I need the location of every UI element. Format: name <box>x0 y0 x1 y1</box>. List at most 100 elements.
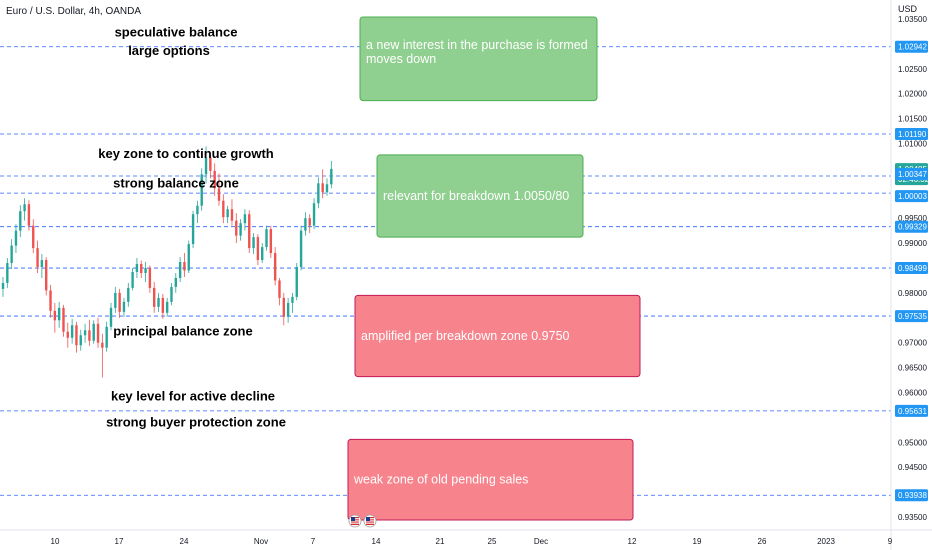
candle <box>27 200 31 231</box>
annotation-label: strong buyer protection zone <box>106 414 286 429</box>
candle <box>170 282 173 306</box>
candle <box>222 194 225 224</box>
us-flag-icon[interactable] <box>348 514 362 528</box>
candle <box>200 168 203 211</box>
x-tick-label: 2023 <box>817 537 835 546</box>
candle <box>53 302 57 333</box>
candle <box>131 268 134 291</box>
candle <box>70 318 74 344</box>
candle <box>256 234 260 266</box>
candle <box>187 240 190 273</box>
candle <box>174 272 177 293</box>
y-tick-label: 0.94500 <box>898 463 927 472</box>
y-tick-label: 0.95000 <box>898 438 927 447</box>
y-tick-label: 1.02500 <box>898 65 927 74</box>
candle <box>83 323 87 343</box>
svg-text:0.99329: 0.99329 <box>898 223 927 232</box>
price-tag: 1.00347 <box>895 168 928 181</box>
x-tick-label: 9 <box>888 537 893 546</box>
candle <box>183 253 186 277</box>
svg-text:0.95631: 0.95631 <box>898 407 927 416</box>
candle <box>66 322 69 348</box>
candle <box>299 225 303 271</box>
candle <box>282 292 285 326</box>
y-tick-label: 0.99000 <box>898 239 927 248</box>
symbol-title: Euro / U.S. Dollar, 4h, OANDA <box>6 6 141 17</box>
candle <box>144 262 147 282</box>
y-tick-label: 0.98000 <box>898 289 927 298</box>
zones-layer: a new interest in the purchase is formed… <box>347 16 641 521</box>
price-tag: 1.00003 <box>895 190 928 203</box>
candle <box>191 210 195 249</box>
candle <box>1 276 5 297</box>
candle <box>6 258 9 288</box>
zone-box[interactable]: weak zone of old pending sales <box>347 438 634 521</box>
y-tick-label: 1.03500 <box>898 15 927 24</box>
candle <box>312 198 316 230</box>
price-tag: 1.02942 <box>895 40 928 53</box>
zone-label: weak zone of old pending sales <box>353 473 528 487</box>
candle <box>109 302 113 331</box>
currency-label: USD <box>898 4 918 14</box>
candle <box>40 254 44 278</box>
zone-label: a new interest in the purchase is formed <box>366 38 588 52</box>
zone-box[interactable]: amplified per breakdown zone 0.9750 <box>354 294 641 378</box>
candle <box>92 320 95 344</box>
y-tick-label: 0.96500 <box>898 364 927 373</box>
y-tick-label: 1.01500 <box>898 115 927 124</box>
candle <box>217 173 221 206</box>
zone-label: moves down <box>366 52 436 66</box>
x-tick-label: 7 <box>311 537 316 546</box>
annotation-label: principal balance zone <box>113 323 252 338</box>
candle <box>32 219 35 254</box>
zone-box[interactable]: a new interest in the purchase is formed… <box>359 16 598 102</box>
candle <box>295 263 298 301</box>
x-tick-label: 24 <box>180 537 189 546</box>
price-tag: 0.93938 <box>895 489 928 502</box>
x-tick-label: 17 <box>115 537 124 546</box>
candle <box>261 243 264 264</box>
candle <box>165 297 169 317</box>
x-tick-label: 14 <box>372 537 381 546</box>
candle <box>114 286 117 313</box>
event-flags[interactable] <box>348 514 377 528</box>
x-tick-label: 25 <box>488 537 497 546</box>
price-tag: 0.99329 <box>895 220 928 233</box>
candle <box>148 265 152 293</box>
candle <box>209 152 212 179</box>
annotation-label: key zone to continue growth <box>98 146 274 161</box>
candle <box>122 297 126 317</box>
price-tag: 0.97535 <box>895 310 928 323</box>
candle <box>14 224 18 254</box>
annotation-label: strong balance zone <box>113 175 239 190</box>
y-tick-label: 0.97000 <box>898 339 927 348</box>
candle <box>248 210 251 254</box>
x-tick-label: 19 <box>693 537 702 546</box>
price-tag: 0.98499 <box>895 262 928 275</box>
candle <box>118 288 121 318</box>
svg-text:1.00003: 1.00003 <box>898 192 927 201</box>
x-tick-label: Dec <box>534 537 548 546</box>
price-tag: 0.95631 <box>895 404 928 417</box>
price-tags: 1.02942 1.01190 0.99329 0.98499 0.97535 0.956… <box>895 40 930 502</box>
candle <box>19 205 22 238</box>
candle <box>269 225 273 259</box>
candle <box>79 329 82 351</box>
candle <box>213 163 216 196</box>
candle <box>36 240 39 273</box>
svg-text:0.97535: 0.97535 <box>898 312 927 321</box>
y-tick-label: 0.96000 <box>898 389 927 398</box>
candle <box>127 282 130 307</box>
zone-label: amplified per breakdown zone 0.9750 <box>361 329 570 343</box>
time-axis[interactable]: 10 17 24 Nov 7 14 21 25 Dec 12 19 26 2023 9 <box>51 537 893 546</box>
us-flag-icon[interactable] <box>363 514 377 528</box>
candle <box>325 178 329 196</box>
zone-label: relevant for breakdown 1.0050/80 <box>383 189 569 203</box>
candle <box>88 319 91 346</box>
y-tick-label: 0.93500 <box>898 513 927 522</box>
zone-box[interactable]: relevant for breakdown 1.0050/80 <box>376 154 584 238</box>
candle <box>101 333 104 378</box>
candle <box>226 205 229 224</box>
candle <box>196 200 199 224</box>
